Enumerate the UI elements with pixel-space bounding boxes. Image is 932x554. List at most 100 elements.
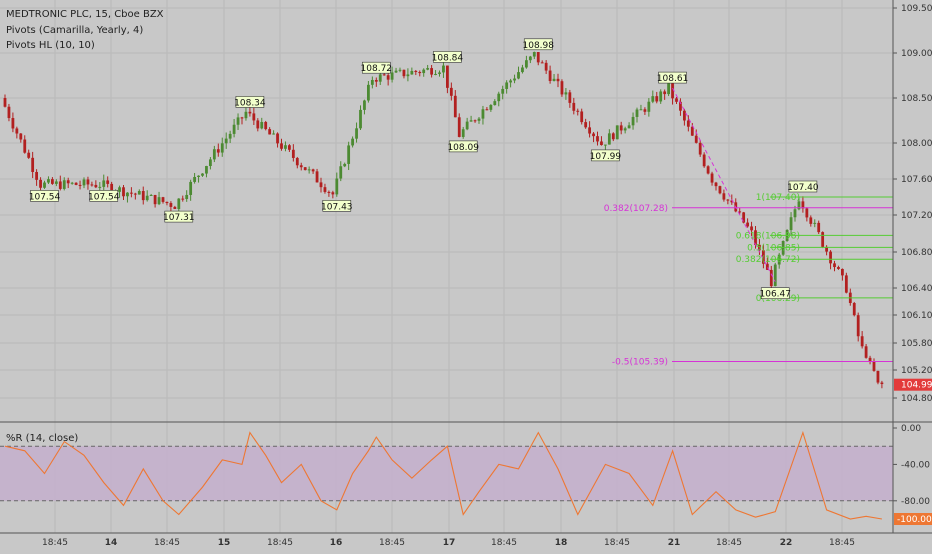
candle-body [489, 105, 493, 110]
candle-body [11, 118, 15, 129]
candle-body [762, 250, 765, 264]
candle-body [706, 166, 710, 174]
candle-body [169, 203, 173, 207]
candle-body [584, 122, 588, 128]
candle-body [414, 70, 418, 73]
candle-body [74, 182, 78, 185]
pivot-label-box-9 [591, 149, 620, 162]
pivot-label-box-1 [89, 190, 119, 202]
candle-body [102, 180, 106, 187]
wr-last-value-tag [894, 513, 932, 525]
candle-body [817, 222, 821, 233]
candle-body [244, 111, 248, 119]
pivot-label-8: 108.98 [523, 41, 555, 51]
wr-series [4, 430, 882, 520]
candle-body [390, 72, 394, 80]
candle-body [256, 120, 260, 129]
candle-body [813, 222, 817, 224]
pivot-label-box-3 [235, 96, 265, 108]
last-price-tag [894, 378, 932, 391]
time-tick-label-10: 18:45 [604, 538, 630, 548]
candle-body [35, 171, 38, 180]
candle-body [556, 78, 560, 82]
candle-body [876, 370, 880, 383]
candle-body [66, 180, 70, 184]
candle-body [671, 83, 674, 99]
candle-body [323, 187, 327, 192]
candle-body [837, 267, 840, 269]
wr-tick-label-1: -40.00 [901, 460, 930, 470]
candle-body [27, 152, 31, 158]
candle-body [410, 70, 414, 75]
candle-body [453, 95, 457, 118]
candle-body [212, 149, 216, 160]
candle-body [126, 192, 129, 197]
candle-body [232, 124, 236, 134]
last-price-label: 104.99 [901, 381, 932, 391]
candle-body [580, 111, 584, 123]
pivot-label-1: 107.54 [88, 192, 120, 202]
candle-body [434, 73, 437, 75]
candle-body [177, 198, 181, 210]
candle-body [209, 159, 212, 167]
candle-body [137, 191, 141, 195]
candle-body [750, 226, 753, 231]
candle-body [615, 125, 619, 140]
pivot-label-3: 108.34 [234, 98, 266, 108]
candle-body [382, 74, 386, 76]
price-tick-label-2: 108.50 [901, 94, 932, 104]
candle-body [149, 194, 153, 196]
wr-band-fill [0, 446, 893, 501]
candle-body [564, 92, 568, 95]
candle-body [220, 143, 224, 153]
candle-body [627, 125, 631, 129]
candle-body [291, 149, 295, 158]
candle-body [355, 128, 358, 139]
candle-body [872, 361, 876, 371]
candle-body [347, 145, 351, 164]
candle-body [540, 62, 544, 64]
candle-body [683, 110, 686, 121]
time-tick-label-7: 17 [443, 538, 456, 548]
candle-body [880, 382, 884, 385]
candle-body [572, 102, 576, 111]
time-tick-label-1: 14 [105, 538, 118, 548]
candle-body [145, 195, 149, 201]
candle-body [773, 264, 777, 287]
candle-body [856, 315, 860, 337]
candle-body [122, 187, 125, 197]
candle-body [268, 129, 272, 135]
price-tick-label-9: 105.80 [901, 339, 932, 349]
candle-body [841, 268, 844, 276]
fib-label-2: 1(107.40) [756, 193, 800, 203]
candle-body [469, 120, 473, 122]
wr-tick-label-0: 0.00 [901, 424, 921, 434]
candle-body [370, 79, 374, 85]
candle-body [106, 180, 110, 184]
pivot-label-2: 107.31 [163, 213, 195, 223]
candle-body [686, 120, 690, 127]
candle-body [141, 191, 145, 201]
candle-body [284, 145, 287, 149]
candle-body [607, 133, 611, 145]
price-tick-label-1: 109.00 [901, 49, 932, 59]
candle-body [319, 182, 323, 188]
candle-body [228, 133, 232, 139]
pivot-label-11: 107.40 [787, 183, 819, 193]
fib-label-1: -0.5(105.39) [612, 357, 668, 367]
candle-body [473, 120, 477, 122]
candle-body [339, 166, 343, 179]
candle-body [224, 138, 228, 144]
pivot-label-6: 108.84 [432, 53, 464, 63]
time-tick-label-0: 18:45 [42, 538, 68, 548]
candle-body [592, 133, 595, 137]
candle-body [548, 70, 552, 81]
legend-pivots: Pivots (Camarilla, Yearly, 4) [6, 25, 143, 36]
candle-body [825, 246, 828, 252]
candle-body [675, 98, 678, 102]
candle-body [398, 69, 402, 71]
candle-body [311, 169, 315, 172]
candle-body [663, 91, 667, 95]
pivot-label-box-5 [361, 61, 391, 74]
